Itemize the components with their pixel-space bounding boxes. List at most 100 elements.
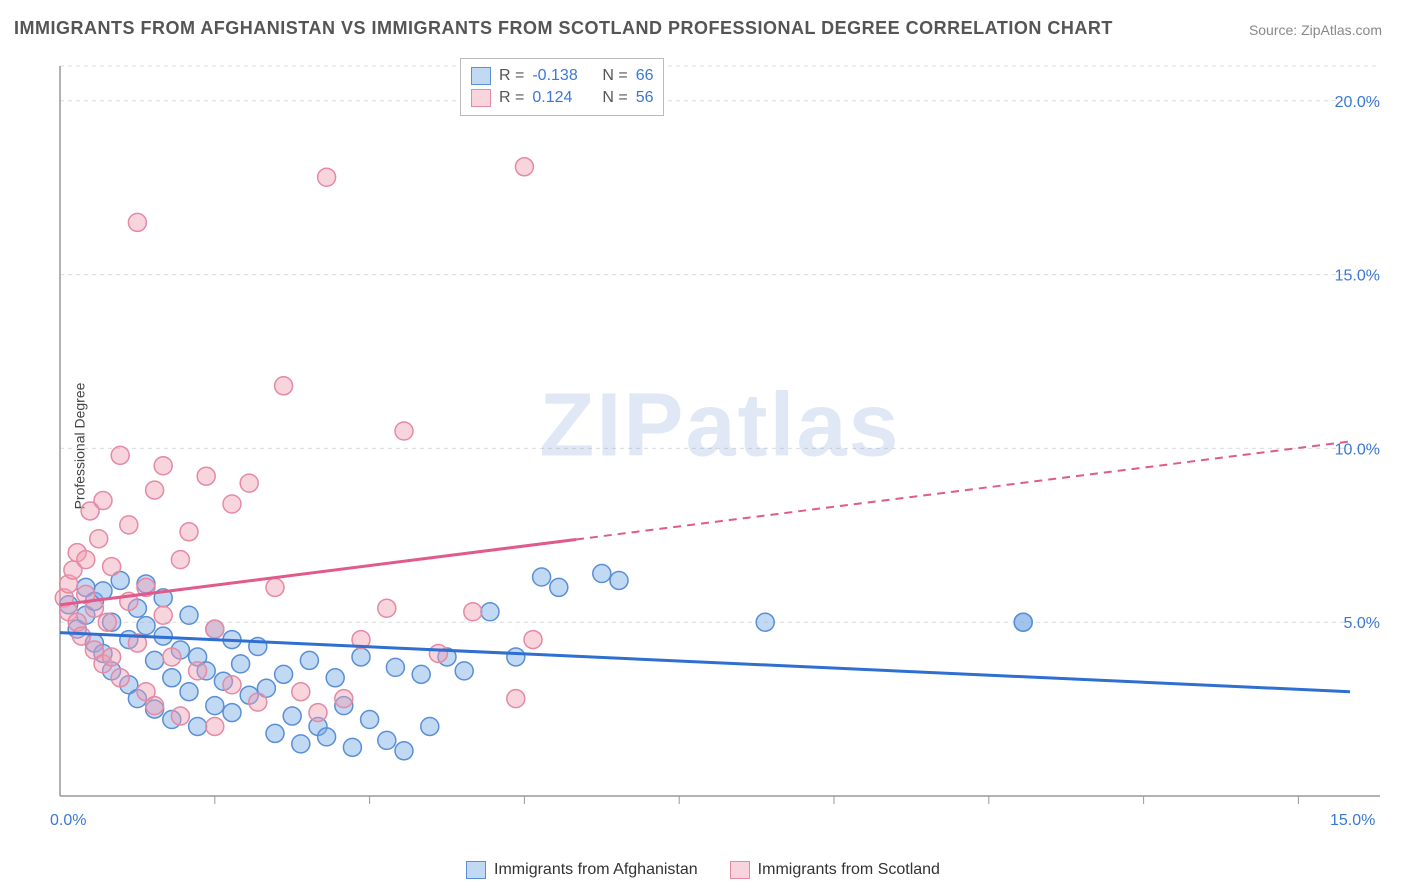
legend-stats-row-afghanistan: R = -0.138N = 66 [471, 65, 653, 87]
x-axis-tick-min: 0.0% [50, 812, 86, 830]
data-point [412, 665, 430, 683]
data-point [163, 669, 181, 687]
data-point [275, 377, 293, 395]
regression-line-scotland [60, 539, 576, 604]
legend-r-prefix: R = [499, 87, 524, 109]
data-point [120, 516, 138, 534]
series-afghanistan [60, 565, 1033, 760]
data-point [180, 606, 198, 624]
data-point [266, 724, 284, 742]
data-point [73, 627, 91, 645]
data-point [292, 683, 310, 701]
data-point [94, 492, 112, 510]
data-point [464, 603, 482, 621]
data-point [146, 697, 164, 715]
y-tick-label: 10.0% [1335, 441, 1380, 458]
data-point [249, 693, 267, 711]
chart-svg: 5.0%10.0%15.0%20.0% [50, 56, 1390, 826]
data-point [77, 551, 95, 569]
data-point [395, 742, 413, 760]
legend-n-value: 66 [636, 65, 654, 87]
data-point [593, 565, 611, 583]
data-point [386, 658, 404, 676]
data-point [223, 676, 241, 694]
data-point [507, 648, 525, 666]
legend-n-value: 56 [636, 87, 654, 109]
data-point [335, 690, 353, 708]
data-point [318, 728, 336, 746]
data-point [154, 457, 172, 475]
data-point [103, 648, 121, 666]
data-point [455, 662, 473, 680]
data-point [309, 704, 327, 722]
data-point [292, 735, 310, 753]
data-point [515, 158, 533, 176]
legend-series: Immigrants from Afghanistan Immigrants fr… [0, 861, 1406, 884]
data-point [361, 711, 379, 729]
data-point [154, 606, 172, 624]
legend-r-value: 0.124 [532, 87, 586, 109]
data-point [481, 603, 499, 621]
legend-series-item-afghanistan: Immigrants from Afghanistan [466, 861, 698, 879]
source-link[interactable]: ZipAtlas.com [1301, 22, 1382, 38]
data-point [378, 731, 396, 749]
data-point [429, 644, 447, 662]
data-point [756, 613, 774, 631]
data-point [206, 717, 224, 735]
data-point [171, 707, 189, 725]
data-point [524, 631, 542, 649]
data-point [326, 669, 344, 687]
data-point [206, 697, 224, 715]
data-point [137, 617, 155, 635]
data-point [1014, 613, 1032, 631]
x-axis-tick-max: 15.0% [1330, 812, 1375, 830]
data-point [223, 704, 241, 722]
legend-r-value: -0.138 [532, 65, 586, 87]
data-point [163, 648, 181, 666]
data-point [103, 558, 121, 576]
legend-stats-row-scotland: R = 0.124 N = 56 [471, 87, 653, 109]
data-point [232, 655, 250, 673]
y-tick-label: 5.0% [1344, 615, 1380, 632]
data-point [610, 571, 628, 589]
legend-swatch [471, 89, 491, 107]
data-point [197, 467, 215, 485]
y-tick-label: 15.0% [1335, 268, 1380, 285]
data-point [146, 651, 164, 669]
data-point [206, 620, 224, 638]
data-point [378, 599, 396, 617]
legend-n-prefix: N = [602, 87, 627, 109]
data-point [318, 168, 336, 186]
legend-series-item-scotland: Immigrants from Scotland [730, 861, 940, 879]
source-prefix: Source: [1249, 22, 1301, 38]
legend-series-label: Immigrants from Scotland [758, 861, 940, 879]
data-point [533, 568, 551, 586]
data-point [189, 662, 207, 680]
data-point [395, 422, 413, 440]
data-point [146, 481, 164, 499]
data-point [90, 530, 108, 548]
data-point [421, 717, 439, 735]
data-point [128, 213, 146, 231]
data-point [283, 707, 301, 725]
legend-series-label: Immigrants from Afghanistan [494, 861, 698, 879]
data-point [300, 651, 318, 669]
legend-swatch [471, 67, 491, 85]
data-point [550, 578, 568, 596]
data-point [180, 683, 198, 701]
regression-line-afghanistan [60, 633, 1350, 692]
data-point [507, 690, 525, 708]
data-point [343, 738, 361, 756]
data-point [352, 648, 370, 666]
legend-swatch [730, 861, 750, 879]
data-point [180, 523, 198, 541]
legend-stats: R = -0.138 N = 66R = 0.124 N = 56 [460, 58, 664, 116]
legend-n-prefix: N = [602, 65, 627, 87]
regression-line-scotland-dashed [576, 441, 1350, 539]
data-point [111, 446, 129, 464]
data-point [266, 578, 284, 596]
data-point [98, 613, 116, 631]
legend-swatch [466, 861, 486, 879]
data-point [240, 474, 258, 492]
chart-plot-area: 5.0%10.0%15.0%20.0% ZIPatlas [50, 56, 1390, 826]
